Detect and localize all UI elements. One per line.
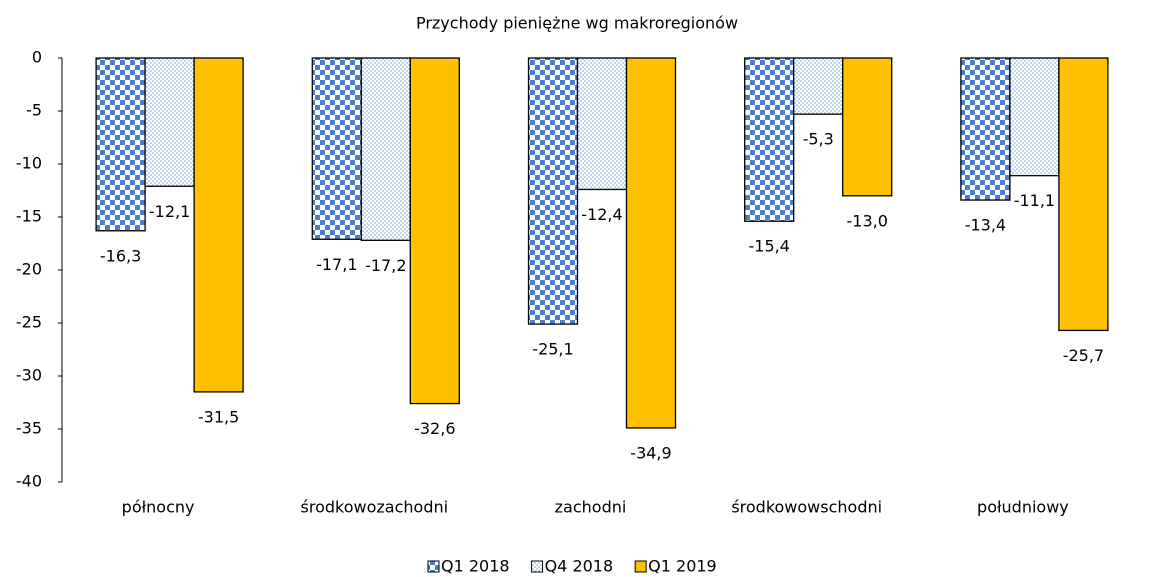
x-tick-label: zachodni	[555, 498, 627, 517]
y-tick-label: -30	[16, 366, 42, 385]
bar	[95, 57, 146, 232]
value-label: -31,5	[198, 407, 239, 426]
value-label: -34,9	[630, 443, 671, 462]
legend-label: Q4 2018	[545, 557, 614, 576]
y-tick-label: -25	[16, 313, 42, 332]
value-label: -13,0	[846, 211, 887, 230]
bar	[744, 57, 795, 222]
bar	[193, 57, 244, 393]
legend-swatch	[634, 560, 647, 573]
bar	[960, 57, 1011, 201]
bar	[144, 57, 195, 187]
value-label: -25,7	[1063, 346, 1104, 365]
y-tick-label: -5	[26, 101, 42, 120]
y-tick-label: -40	[16, 472, 42, 491]
bar	[842, 57, 893, 197]
y-tick-label: -15	[16, 207, 42, 226]
y-tick-label: -35	[16, 419, 42, 438]
value-label: -5,3	[803, 130, 834, 149]
legend-swatch	[531, 560, 544, 573]
bar	[793, 57, 844, 115]
bar	[1058, 57, 1109, 332]
x-tick-label: środkowowschodni	[731, 498, 882, 517]
y-tick-label: -20	[16, 260, 42, 279]
x-tick-label: północny	[122, 498, 195, 517]
bar	[311, 57, 362, 240]
value-label: -13,4	[965, 216, 1006, 235]
value-label: -17,1	[316, 255, 357, 274]
chart-title: Przychody pieniężne wg makroregionów	[416, 14, 738, 33]
value-label: -25,1	[532, 340, 573, 359]
bar	[625, 57, 677, 429]
value-label: -15,4	[748, 237, 789, 256]
y-tick-label: 0	[32, 48, 42, 67]
value-label: -16,3	[100, 246, 141, 265]
legend-label: Q1 2018	[441, 557, 510, 576]
bar	[409, 57, 460, 405]
legend-swatch	[427, 560, 440, 573]
legend-label: Q1 2019	[648, 557, 717, 576]
x-tick-label: środkowozachodni	[301, 498, 449, 517]
value-label: -12,4	[581, 205, 622, 224]
y-tick-label: -10	[16, 154, 42, 173]
value-label: -11,1	[1014, 191, 1055, 210]
bar	[576, 57, 628, 191]
x-tick-label: południowy	[977, 498, 1069, 517]
bar	[360, 57, 411, 241]
value-label: -12,1	[149, 202, 190, 221]
bar	[527, 57, 579, 325]
value-label: -17,2	[365, 256, 406, 275]
bar	[1009, 57, 1060, 177]
value-label: -32,6	[414, 419, 455, 438]
